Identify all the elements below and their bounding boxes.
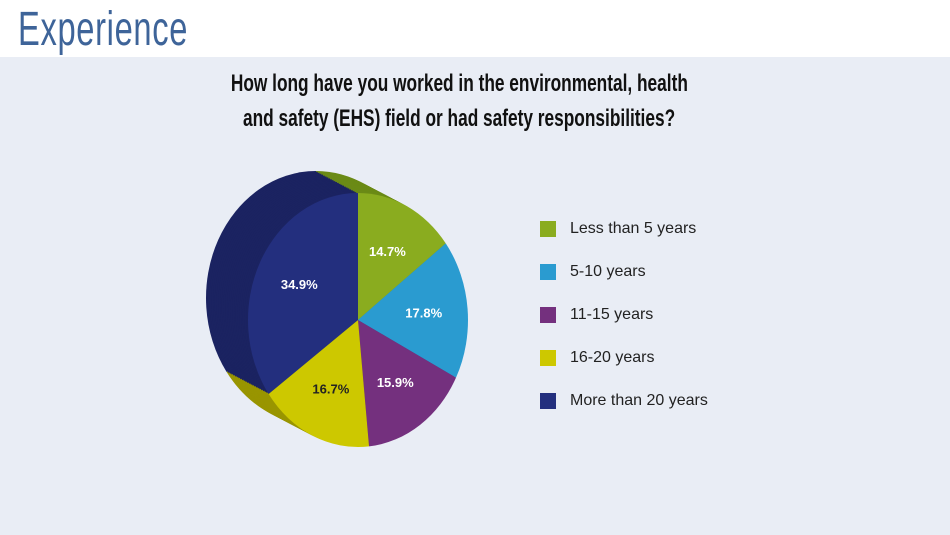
legend-swatch [540, 221, 556, 237]
legend-swatch [540, 264, 556, 280]
legend-swatch [540, 350, 556, 366]
pie-slice-5-10-years [358, 243, 468, 378]
data-label: 15.9% [377, 375, 414, 390]
page-title: Experience [18, 3, 189, 56]
legend-label: More than 20 years [570, 392, 708, 409]
legend-item: More than 20 years [540, 391, 708, 411]
legend-swatch [540, 393, 556, 409]
legend-item: 11-15 years [540, 305, 653, 325]
legend-item: 16-20 years [540, 348, 655, 368]
pie-slice-11-15-years [358, 320, 457, 447]
data-label: 17.8% [405, 305, 442, 320]
legend-label: 5-10 years [570, 263, 646, 280]
legend-label: 11-15 years [570, 306, 654, 323]
pie-slice-less-than-5-years [358, 193, 446, 320]
chart-title-line-1: How long have you worked in the environm… [0, 70, 918, 98]
data-label: 16.7% [312, 381, 349, 396]
legend-label: Less than 5 years [570, 220, 697, 237]
pie-slice-more-than-20-years [248, 193, 358, 395]
chart-title-line-2: and safety (EHS) field or had safety res… [0, 105, 918, 133]
header: Experience [0, 0, 950, 57]
legend-item: 5-10 years [540, 262, 646, 282]
legend-label: 16-20 years [570, 349, 655, 366]
data-label: 14.7% [369, 244, 406, 259]
data-label: 34.9% [281, 277, 318, 292]
chart-title-text: and safety (EHS) field or had safety res… [242, 105, 676, 132]
legend-item: Less than 5 years [540, 219, 696, 239]
legend-swatch [540, 307, 556, 323]
pie-slice-16-20-years [268, 320, 370, 447]
chart-title-text: How long have you worked in the environm… [230, 70, 688, 97]
